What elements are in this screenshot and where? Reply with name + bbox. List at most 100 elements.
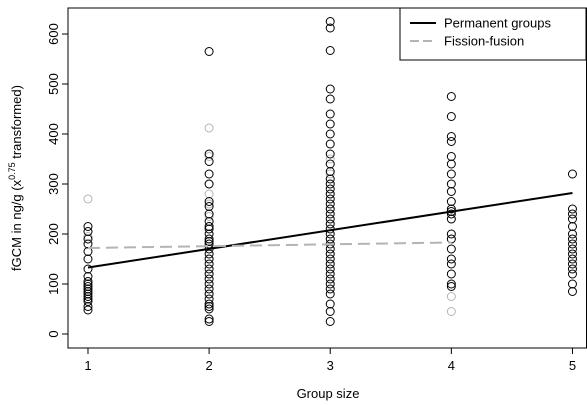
point <box>204 304 214 314</box>
point <box>325 139 335 149</box>
point <box>446 159 456 169</box>
point <box>83 239 93 249</box>
point <box>567 209 577 219</box>
point <box>204 269 214 279</box>
point <box>567 244 577 254</box>
point <box>83 305 93 315</box>
point <box>446 92 456 101</box>
point <box>325 179 335 189</box>
point <box>204 199 214 209</box>
point <box>83 222 93 231</box>
y-tick-label: 0 <box>46 330 61 337</box>
point <box>204 264 214 274</box>
point <box>446 214 456 224</box>
point <box>325 284 335 294</box>
point <box>325 249 335 259</box>
point <box>567 279 577 289</box>
point <box>325 189 335 199</box>
point <box>325 149 335 159</box>
point <box>325 23 335 33</box>
point <box>325 299 335 309</box>
point <box>204 123 214 133</box>
point <box>204 317 214 326</box>
point <box>446 204 456 214</box>
point <box>446 307 456 316</box>
point <box>567 222 577 231</box>
point <box>204 197 214 206</box>
point <box>204 254 214 264</box>
point <box>204 279 214 289</box>
point <box>567 259 577 269</box>
point <box>446 244 456 254</box>
point <box>446 282 456 291</box>
point <box>204 224 214 234</box>
point <box>567 239 577 249</box>
point <box>325 274 335 284</box>
point <box>204 259 214 269</box>
point <box>83 254 93 264</box>
point <box>204 289 214 299</box>
point <box>446 137 456 146</box>
point <box>567 204 577 214</box>
point <box>325 279 335 289</box>
point <box>204 302 214 311</box>
point <box>325 289 335 299</box>
point <box>325 94 335 104</box>
point <box>83 227 93 236</box>
point <box>446 209 456 219</box>
point <box>325 194 335 204</box>
point <box>325 119 335 129</box>
point <box>567 229 577 239</box>
y-tick-label: 200 <box>46 223 61 245</box>
point <box>446 279 456 289</box>
point <box>204 212 214 221</box>
point <box>204 299 214 309</box>
point <box>446 169 456 179</box>
point <box>204 234 214 244</box>
point <box>204 179 214 189</box>
point <box>325 184 335 194</box>
point <box>567 254 577 264</box>
point <box>204 189 214 199</box>
point <box>325 169 335 179</box>
point <box>446 259 456 269</box>
point <box>325 154 335 164</box>
y-tick-label: 300 <box>46 173 61 195</box>
point <box>325 84 335 94</box>
point <box>204 284 214 294</box>
fit-line <box>87 192 573 269</box>
point <box>325 264 335 274</box>
point <box>446 112 456 121</box>
point <box>325 234 335 244</box>
point <box>446 132 456 141</box>
point <box>325 269 335 279</box>
point <box>83 302 93 311</box>
y-tick-label: 600 <box>46 23 61 45</box>
point <box>325 46 335 55</box>
y-axis-label: fGCM in ng/g (x0.75 transformed) <box>7 85 24 271</box>
y-tick-label: 400 <box>46 123 61 145</box>
point <box>446 197 456 206</box>
point <box>567 249 577 259</box>
point <box>325 109 335 119</box>
x-tick-label: 4 <box>448 358 455 373</box>
point <box>446 292 456 301</box>
point <box>325 129 335 139</box>
point <box>325 159 335 169</box>
point <box>204 314 214 324</box>
point <box>567 214 577 224</box>
point <box>83 234 93 244</box>
point <box>83 292 93 301</box>
point <box>446 179 456 189</box>
x-tick-label: 1 <box>84 358 91 373</box>
point <box>446 229 456 239</box>
y-label-part: transformed) <box>9 85 24 162</box>
point <box>567 269 577 279</box>
point <box>325 199 335 209</box>
point <box>204 152 214 161</box>
legend-box <box>399 7 587 61</box>
point <box>325 254 335 264</box>
point <box>325 317 335 326</box>
x-tick-label: 2 <box>205 358 212 373</box>
